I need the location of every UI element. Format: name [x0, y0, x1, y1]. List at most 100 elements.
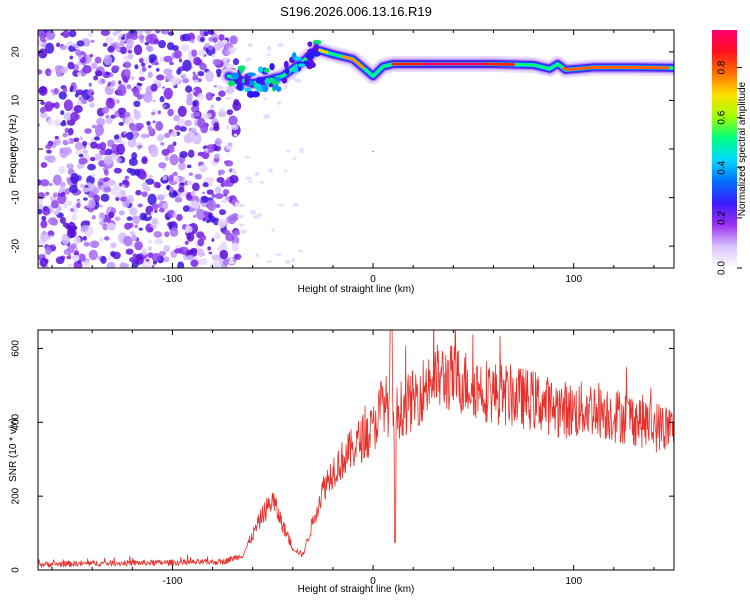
spectrogram-speckle [179, 126, 187, 132]
spectrogram-speckle [88, 82, 92, 87]
spectrogram-speckle [83, 197, 88, 201]
spectrogram-speckle [244, 155, 251, 159]
spectrogram-speckle [153, 38, 160, 45]
spectrogram-speckle [286, 149, 291, 153]
spectrogram-speckle [202, 217, 206, 222]
spectrogram-speckle [78, 96, 83, 101]
spectrogram-speckle [119, 40, 125, 47]
ridge-blob [227, 80, 236, 87]
spectrogram-speckle [248, 180, 253, 184]
spectrogram-speckle [186, 179, 193, 186]
spectrogram-speckle [211, 53, 216, 59]
spectrogram-speckle [66, 163, 74, 170]
spectrogram-speckle [40, 220, 48, 229]
spectrogram-speckle [68, 45, 76, 53]
spectrogram-speckle [125, 248, 134, 255]
spectrogram-speckle [225, 233, 235, 242]
spectrogram-speckle [207, 30, 215, 35]
spectrogram-speckle [44, 155, 51, 161]
spectrogram-speckle [146, 120, 151, 126]
spectrogram-speckle [77, 55, 83, 60]
spectrogram-speckle [101, 106, 110, 114]
y-tick-label: 10 [11, 94, 22, 106]
ridge-blob [244, 76, 250, 85]
spectrogram-speckle [91, 124, 96, 129]
spectrogram-speckle [134, 224, 139, 229]
spectrogram-speckle [215, 204, 221, 208]
spectrogram-speckle [224, 57, 228, 62]
spectrogram-speckle [161, 167, 167, 172]
spectrogram-speckle [230, 47, 237, 52]
spectrogram-speckle [144, 42, 149, 46]
x-tick-label: -100 [162, 274, 182, 285]
spectrogram-speckle [58, 165, 66, 174]
spectrogram-speckle [149, 146, 159, 158]
spectrogram-speckle [131, 152, 138, 160]
spectrogram-speckle [89, 102, 95, 108]
spectrogram-speckle [254, 172, 260, 176]
spectrogram-speckle [78, 153, 84, 158]
spectrogram-speckle [127, 49, 133, 54]
spectrogram-speckle [179, 151, 188, 159]
ridge-blob [239, 66, 245, 74]
spectrogram-xlabel: Height of straight line (km) [298, 284, 415, 295]
ridge-blob [305, 52, 315, 60]
ridge-core [562, 65, 670, 72]
spectrogram-speckle [150, 211, 155, 215]
spectrogram-speckle [182, 205, 190, 212]
spectrogram-speckle [82, 236, 87, 241]
spectrogram-speckle [141, 66, 147, 72]
spectrogram-speckle [158, 208, 165, 213]
spectrogram-speckle [137, 144, 143, 149]
snr-ticks: -100 0 100 0 200 400 600 [11, 330, 674, 587]
spectrogram-speckle [133, 100, 141, 108]
spectrogram-speckle [156, 134, 165, 142]
spectrogram-speckle [172, 82, 177, 86]
spectrogram-speckle [219, 249, 229, 260]
spectrogram-speckle [163, 87, 173, 100]
spectrogram-speckle [173, 50, 183, 59]
spectrogram-speckle [56, 71, 61, 78]
spectrogram-speckle [174, 248, 182, 254]
spectrogram-speckle [184, 225, 193, 234]
spectrogram-speckle [283, 169, 288, 172]
colorbar-label: Normalized spectral amplitude [737, 81, 748, 216]
spectrogram-speckle [226, 109, 233, 116]
spectrogram-speckle [126, 84, 132, 90]
spectrogram-speckle [120, 196, 128, 203]
spectrogram-speckle [187, 254, 195, 261]
spectrogram-speckle [294, 78, 302, 83]
spectrogram-speckle [122, 61, 132, 69]
spectrogram-speckle [172, 176, 180, 182]
spectrogram-speckle [100, 193, 110, 202]
spectrogram-speckle [90, 92, 94, 96]
spectrogram-speckle [209, 177, 214, 183]
spectrogram-speckle [174, 196, 183, 203]
spectrogram-speckle [82, 64, 92, 74]
spectrogram-speckle [217, 85, 224, 91]
spectrogram-speckle [215, 64, 221, 68]
spectrogram-speckle [141, 191, 148, 198]
spectrogram-speckle [67, 221, 77, 233]
spectrogram-speckle [123, 78, 129, 83]
spectrogram-speckle [207, 246, 212, 251]
spectrogram-speckle [222, 188, 230, 195]
spectrogram-speckle [110, 80, 116, 87]
spectrogram-speckle [62, 87, 68, 93]
spectrogram-speckle [215, 68, 222, 75]
spectrogram-speckle [98, 181, 104, 186]
spectrogram-speckle [107, 97, 113, 104]
spectrogram-speckle [206, 189, 214, 195]
spectrogram-speckle [218, 90, 226, 97]
spectrogram-speckle [123, 235, 133, 247]
spectrogram-speckle [138, 76, 146, 82]
spectrogram-speckle [268, 168, 274, 173]
spectrogram-speckle [114, 30, 122, 34]
spectrogram-speckle [91, 215, 96, 220]
spectrogram-speckle [69, 55, 74, 60]
ridge-blob [281, 77, 288, 84]
spectrogram-speckle [41, 215, 47, 221]
spectrogram-speckle [141, 157, 148, 165]
spectrogram-speckle [190, 259, 199, 267]
spectrogram-speckle [94, 153, 103, 161]
